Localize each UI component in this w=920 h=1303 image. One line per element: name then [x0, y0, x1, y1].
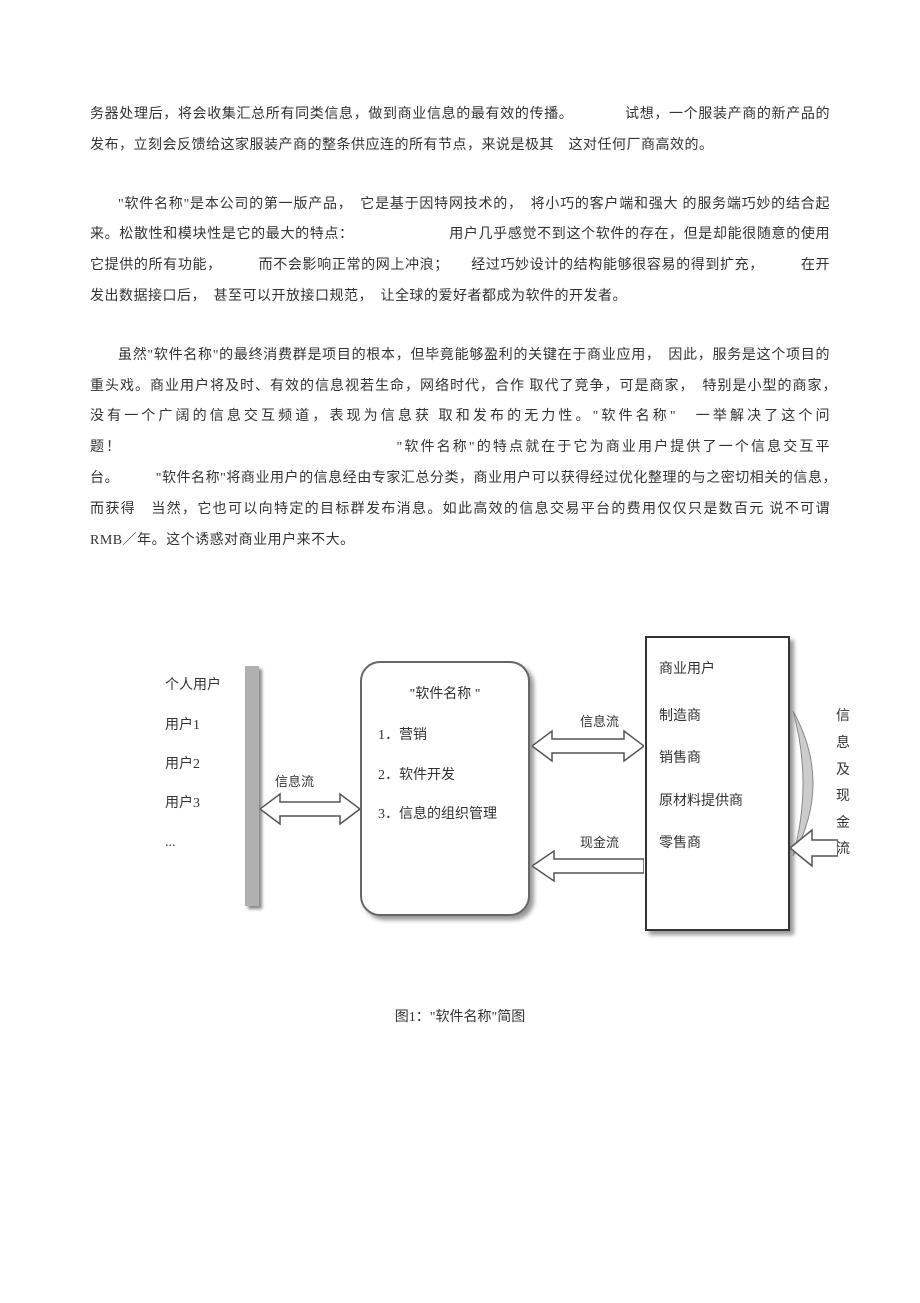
business-item-4: 零售商	[659, 826, 776, 862]
double-arrow-info	[532, 728, 644, 764]
paragraph-3: 虽然"软件名称"的最终消费群是项目的根本，但毕竟能够盈利的关键在于商业应用， 因…	[90, 341, 830, 557]
user-3: 用户3	[165, 784, 221, 823]
double-arrow-left	[260, 791, 360, 827]
right-arrow-in	[790, 826, 838, 870]
personal-users-title: 个人用户	[165, 666, 221, 705]
diagram-container: 个人用户 用户1 用户2 用户3 ... "软件名称 " 1．营销 2．软件开发…	[90, 636, 830, 976]
business-item-2: 销售商	[659, 741, 776, 777]
label-cash-mid: 现金流	[580, 832, 619, 851]
center-box: "软件名称 " 1．营销 2．软件开发 3．信息的组织管理	[360, 661, 530, 916]
center-item-1: 1．营销	[378, 723, 512, 748]
arrow-cash	[532, 848, 644, 884]
center-item-3: 3．信息的组织管理	[378, 802, 512, 827]
center-item-2: 2．软件开发	[378, 763, 512, 788]
paragraph-1: 务器处理后，将会收集汇总所有同类信息，做到商业信息的最有效的传播。 试想，一个服…	[90, 100, 830, 162]
paragraph-2: "软件名称"是本公司的第一版产品， 它是基于因特网技术的， 将小巧的客户端和强大…	[90, 190, 830, 313]
user-1: 用户1	[165, 706, 221, 745]
user-ellipsis: ...	[165, 823, 221, 862]
user-2: 用户2	[165, 745, 221, 784]
diagram-caption: 图1："软件名称"简图	[90, 1006, 830, 1026]
business-item-3: 原材料提供商	[659, 784, 776, 820]
label-info-left: 信息流	[275, 771, 314, 790]
vertical-bar	[245, 666, 259, 906]
center-title: "软件名称 "	[378, 681, 512, 709]
business-item-1: 制造商	[659, 699, 776, 735]
business-title: 商业用户	[659, 652, 776, 688]
personal-users-group: 个人用户 用户1 用户2 用户3 ...	[165, 666, 221, 862]
right-side-label: 信息及现金流	[835, 704, 851, 864]
business-box: 商业用户 制造商 销售商 原材料提供商 零售商	[645, 636, 790, 931]
label-info-mid: 信息流	[580, 711, 619, 730]
